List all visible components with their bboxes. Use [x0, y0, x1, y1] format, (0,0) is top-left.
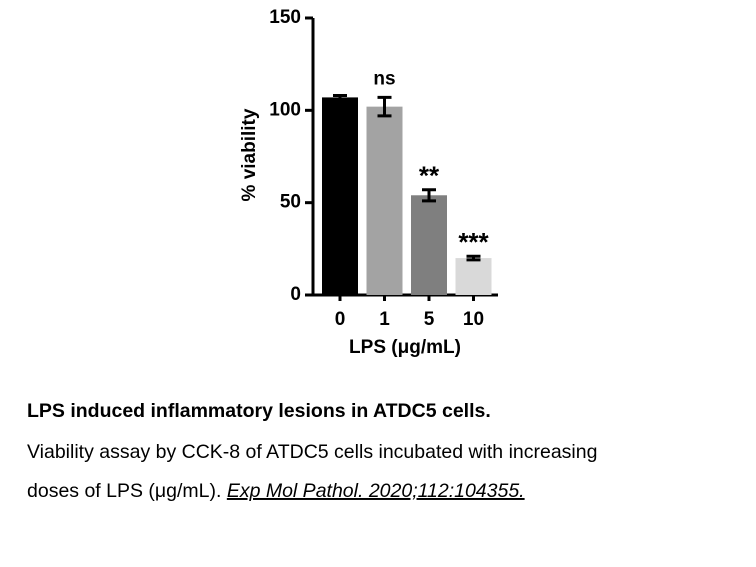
y-tick-label: 100: [269, 99, 301, 120]
y-tick-label: 50: [280, 192, 301, 213]
y-tick-label: 0: [290, 284, 301, 305]
y-tick-label: 150: [269, 7, 301, 28]
x-tick-label: 1: [379, 309, 390, 330]
error-bar: [377, 95, 392, 118]
significance-label: ***: [458, 227, 489, 257]
citation[interactable]: Exp Mol Pathol. 2020;112:104355.: [227, 480, 525, 502]
caption-line: Viability assay by CCK-8 of ATDC5 cells …: [27, 441, 597, 463]
bar: [411, 195, 447, 295]
bar: [455, 258, 492, 295]
bar: [366, 106, 403, 295]
x-axis-label: LPS (μg/mL): [349, 337, 461, 358]
x-tick-label: 0: [335, 309, 346, 330]
error-bar: [333, 94, 347, 101]
x-tick-label: 5: [424, 309, 435, 330]
significance-label: **: [419, 161, 440, 191]
caption-line: doses of LPS (μg/mL).: [27, 480, 221, 502]
x-tick-label: 10: [463, 309, 484, 330]
bar: [322, 97, 358, 295]
error-bar: [466, 254, 481, 262]
caption-title: LPS induced inflammatory lesions in ATDC…: [27, 400, 491, 422]
error-bar: [422, 188, 436, 203]
significance-label: ns: [373, 68, 395, 89]
y-axis-label: % viability: [239, 108, 260, 201]
caption-line: doses of LPS (μg/mL). Exp Mol Pathol. 20…: [27, 480, 525, 502]
